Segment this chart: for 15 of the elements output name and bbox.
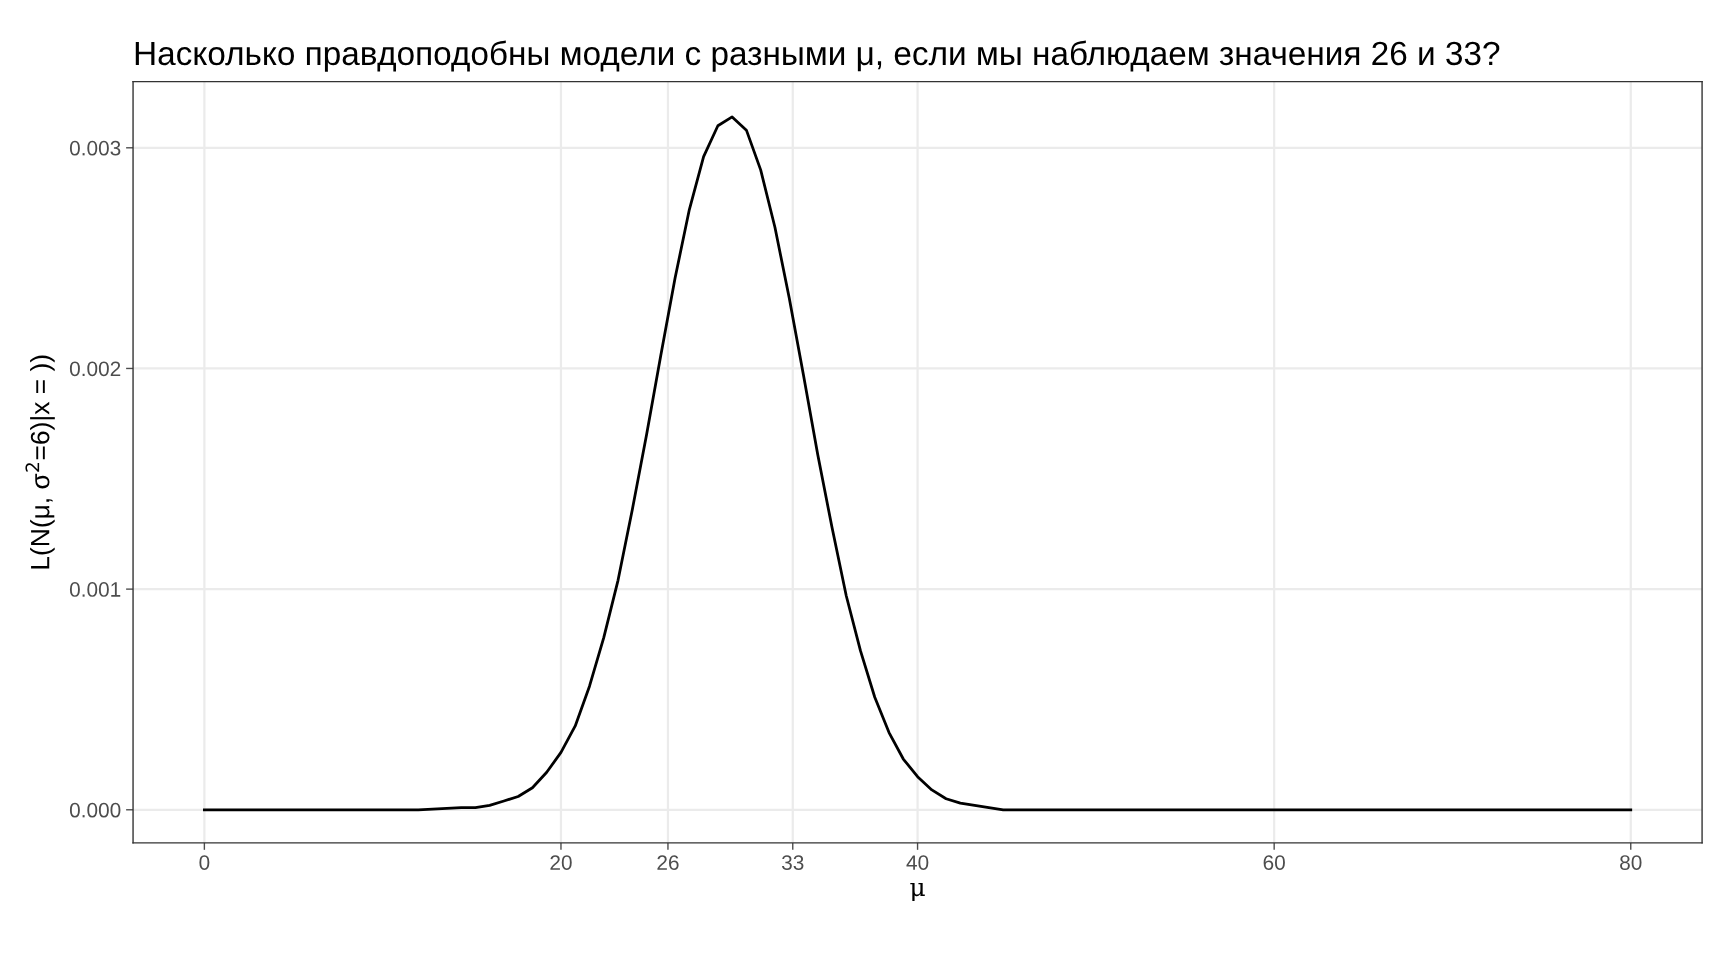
y-tick-label: 0.002 bbox=[69, 361, 121, 377]
x-tick-label: 40 bbox=[906, 855, 929, 870]
x-tick-label: 26 bbox=[657, 855, 679, 870]
x-tick-label: 60 bbox=[1263, 855, 1285, 870]
y-tick-label: 0.000 bbox=[69, 802, 121, 818]
line-series bbox=[202, 115, 1633, 812]
x-tick-label: 33 bbox=[781, 855, 804, 870]
x-axis-title: μ bbox=[910, 882, 925, 902]
x-tick-label: 0 bbox=[199, 855, 210, 870]
y-tick-label: 0.003 bbox=[69, 140, 121, 156]
x-tick-label: 20 bbox=[550, 855, 572, 870]
y-axis-title: L(N(μ, σ$^{2}$=6)|x = )) bbox=[25, 355, 55, 569]
chart-title: Насколько правдоподобны модели с разными μ, если мы наблюдаем значения 26 и 33? bbox=[135, 40, 1500, 72]
x-tick-label: 80 bbox=[1620, 855, 1642, 870]
y-tick-label: 0.001 bbox=[69, 582, 121, 597]
